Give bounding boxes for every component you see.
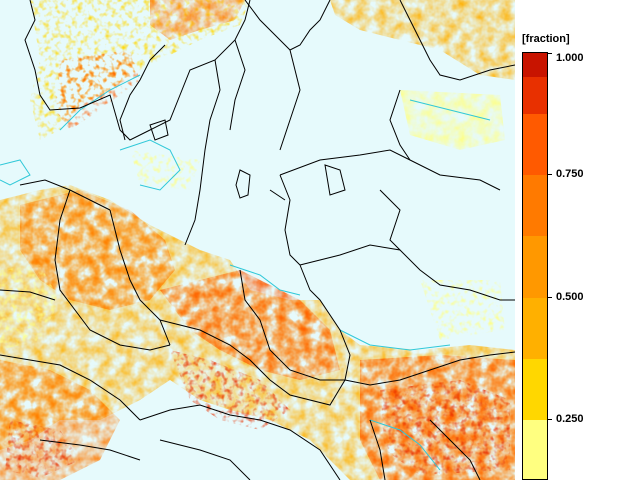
colorbar-bin <box>523 77 547 115</box>
coastlines <box>0 74 491 471</box>
map-canvas <box>0 0 515 480</box>
colorbar-tick-mark <box>548 174 552 176</box>
colorbar-bin <box>523 236 547 298</box>
colorbar-tick-mark <box>548 296 552 298</box>
legend-unit-label: [fraction] <box>522 33 570 45</box>
light-coverage-cells <box>0 150 505 350</box>
colorbar-bin <box>523 297 547 359</box>
lakes <box>149 119 346 199</box>
colorbar-tick-label: 0.250 <box>556 412 584 425</box>
colorbar-bin <box>523 114 547 176</box>
colorbar-tick-mark <box>548 53 552 54</box>
colorbar-tick-mark <box>548 418 552 420</box>
colorbar <box>522 52 548 480</box>
country-borders <box>0 0 515 480</box>
colorbar-tick-label: 0.750 <box>556 168 584 181</box>
colorbar-tick-label: 0.500 <box>556 290 584 303</box>
colorbar-tick-label: 1.000 <box>556 52 584 64</box>
colorbar-bin <box>523 53 547 78</box>
colorbar-bin <box>523 358 547 420</box>
colorbar-bin <box>523 175 547 237</box>
scandinavia-coverage <box>30 0 515 150</box>
central-europe-coverage <box>0 185 515 480</box>
colorbar-bin <box>523 419 547 479</box>
